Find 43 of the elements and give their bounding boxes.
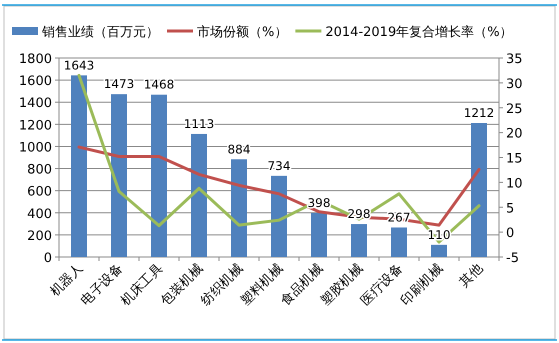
bar [311, 213, 327, 257]
bar [431, 244, 447, 257]
bar [151, 94, 167, 257]
y2-tick-label: 10 [506, 176, 523, 192]
y2-tick-label: -5 [506, 251, 519, 266]
legend-label: 销售业绩（百万元） [41, 25, 159, 40]
bar [271, 176, 287, 257]
data-label: 398 [308, 196, 330, 210]
bar [111, 94, 127, 257]
data-label: 884 [228, 142, 250, 156]
bar [471, 123, 487, 257]
data-label: 1473 [104, 77, 134, 92]
data-label: 1468 [144, 78, 174, 92]
y-tick-label: 800 [27, 162, 52, 178]
y-tick-label: 1200 [18, 118, 52, 134]
bar [231, 159, 247, 257]
bar [351, 224, 367, 257]
data-label: 1113 [184, 116, 214, 131]
data-label: 1212 [464, 106, 494, 120]
y-tick-label: 1000 [18, 140, 52, 156]
bar [191, 134, 207, 257]
y2-tick-label: 0 [506, 226, 514, 242]
legend-label: 2014-2019年复合增长率（%） [325, 24, 513, 40]
bar [71, 75, 87, 257]
y-tick-label: 400 [27, 206, 52, 222]
y2-tick-label: 5 [506, 201, 514, 216]
y-tick-label: 1400 [18, 96, 52, 112]
x-tick-label: 其他 [456, 261, 486, 290]
line-series [78, 146, 480, 227]
y2-tick-label: 25 [506, 102, 523, 117]
y-tick-label: 0 [44, 251, 52, 266]
data-label: 1643 [64, 58, 94, 72]
bar [391, 227, 407, 257]
data-label: 734 [268, 158, 290, 173]
y-tick-label: 1800 [18, 52, 52, 67]
y2-tick-label: 30 [506, 76, 523, 92]
y-tick-label: 600 [27, 184, 52, 200]
y-tick-label: 1600 [18, 74, 52, 90]
y2-tick-label: 20 [506, 126, 523, 142]
legend-label: 市场份额（%） [197, 25, 288, 40]
y2-tick-label: 15 [506, 152, 523, 166]
y-tick-label: 200 [27, 228, 52, 244]
y2-tick-label: 35 [506, 52, 523, 67]
